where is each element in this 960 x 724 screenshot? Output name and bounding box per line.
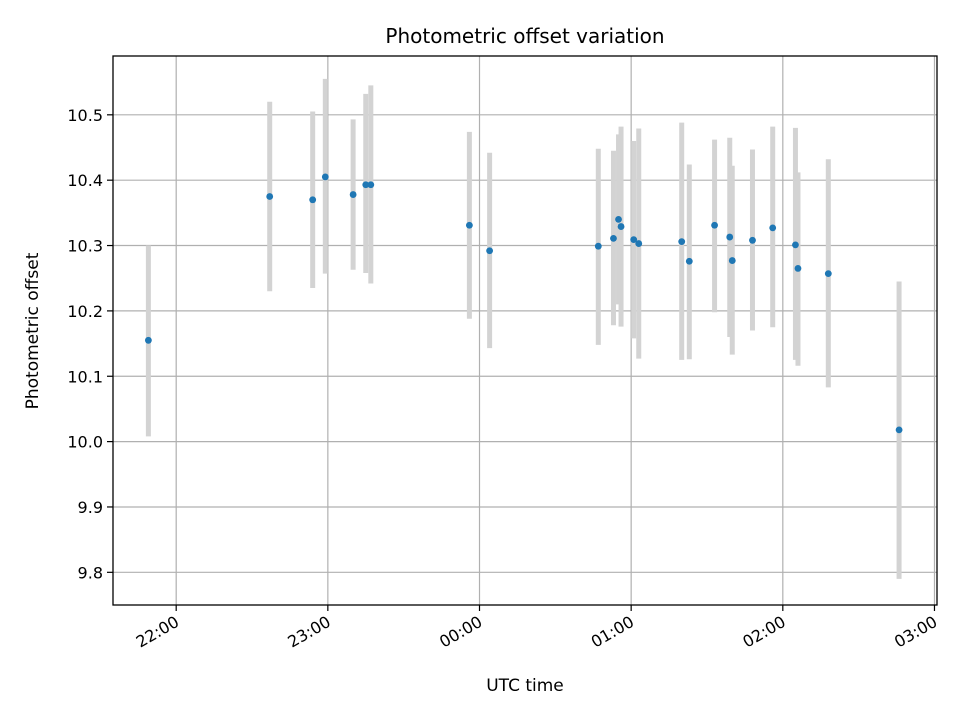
data-point	[728, 257, 736, 264]
data-point	[895, 426, 903, 434]
chart-title: Photometric offset variation	[385, 24, 664, 48]
data-point	[594, 242, 602, 250]
y-tick-label: 10.0	[67, 433, 103, 452]
data-point	[349, 191, 357, 198]
data-point	[617, 223, 625, 230]
data-point	[362, 181, 370, 189]
data-point	[685, 257, 693, 265]
data-point	[678, 238, 686, 246]
data-point	[144, 336, 152, 344]
data-point	[615, 215, 622, 223]
y-axis-label: Photometric offset	[23, 252, 43, 409]
data-point	[465, 221, 473, 229]
data-point	[321, 173, 329, 181]
data-point	[792, 241, 799, 249]
data-point	[266, 193, 274, 200]
x-axis-label: UTC time	[486, 676, 564, 696]
data-point	[309, 196, 317, 204]
data-points	[144, 173, 903, 434]
data-point	[610, 234, 617, 242]
y-tick-label: 10.3	[67, 237, 103, 256]
y-axis-ticks: 9.8 9.9 10.0 10.1 10.2 10.3 10.4 10.5	[67, 106, 113, 582]
plot-frame	[112, 55, 938, 606]
y-tick-label: 10.4	[67, 171, 103, 190]
data-point	[794, 265, 802, 272]
y-tick-label: 9.8	[78, 563, 103, 582]
data-point	[749, 236, 756, 244]
y-tick-label: 9.9	[78, 498, 103, 517]
data-point	[824, 270, 832, 278]
data-point	[711, 221, 718, 229]
data-point	[635, 240, 643, 247]
y-tick-label: 10.5	[67, 106, 103, 125]
data-point	[630, 236, 638, 244]
data-point	[726, 233, 734, 241]
y-tick-label: 10.2	[67, 302, 103, 321]
y-tick-label: 10.1	[67, 367, 103, 386]
data-point	[486, 247, 494, 255]
data-point	[769, 224, 777, 232]
data-point	[367, 181, 375, 189]
